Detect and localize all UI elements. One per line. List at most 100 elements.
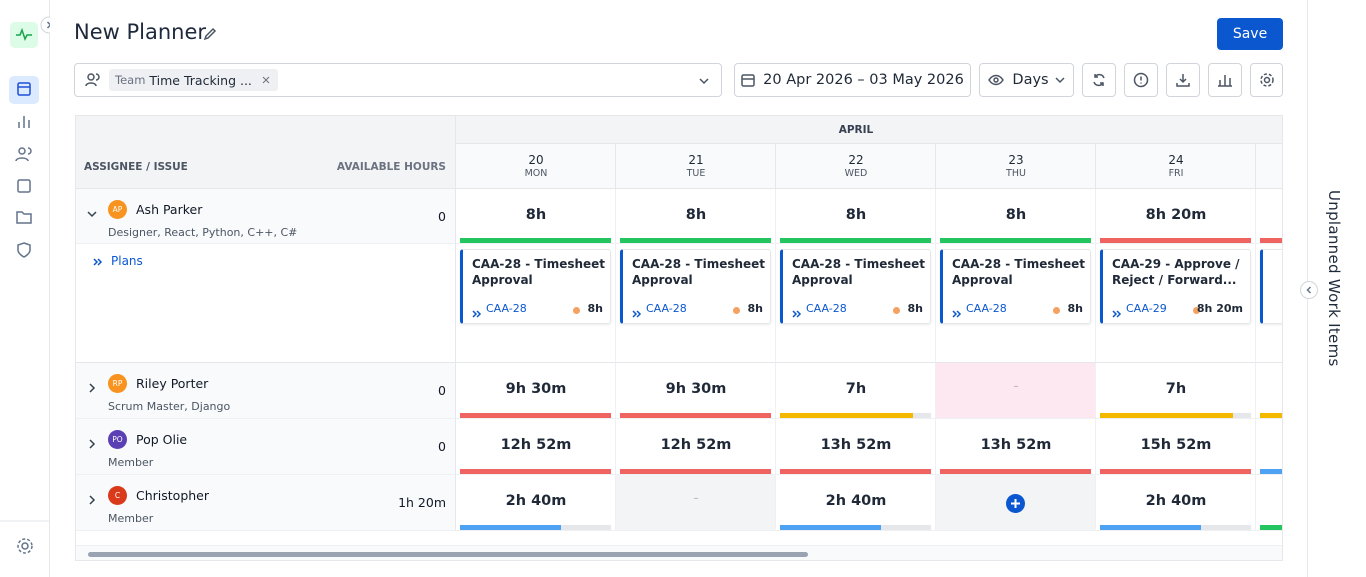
chart-button[interactable] [1208, 63, 1242, 97]
team-filter[interactable]: Team Time Tracking ... [74, 63, 722, 97]
expand-toggle[interactable] [86, 205, 98, 218]
cell-hours: 13h 52m [980, 437, 1052, 453]
save-button[interactable]: Save [1217, 18, 1283, 50]
cell-hours: 12h 52m [660, 437, 732, 453]
load-bar [780, 413, 913, 418]
cell-hours: 8h 20m [1145, 207, 1207, 223]
assignee-role: Scrum Master, Django [108, 400, 231, 413]
date-range[interactable]: 20 Apr 2026 – 03 May 2026 [734, 63, 971, 97]
edit-icon[interactable] [203, 27, 217, 41]
scrollbar-thumb[interactable] [88, 552, 808, 557]
load-bar [780, 469, 931, 474]
sidebar [0, 0, 50, 577]
day-date: 23 [1008, 153, 1024, 167]
load-bar [460, 413, 611, 418]
plan-card[interactable]: CAA-28 - Timesheet Approval Workflow... C… [620, 249, 771, 324]
card-key-icon [472, 304, 482, 323]
download-button[interactable] [1166, 63, 1200, 97]
view-select[interactable]: Days [979, 63, 1074, 97]
card-dot [1193, 307, 1200, 314]
day-header [776, 144, 936, 189]
plan-card[interactable]: CAA-29 - Approve / Reject / Forward... CA… [1100, 249, 1251, 324]
day-header [456, 144, 616, 189]
day-date: 22 [848, 153, 864, 167]
date-range-text: 20 Apr 2026 – 03 May 2026 [763, 72, 964, 88]
day-header [1096, 144, 1256, 189]
plans-label[interactable]: Plans [111, 254, 143, 268]
view-text: Days [1012, 72, 1049, 88]
info-button[interactable] [1124, 63, 1158, 97]
assignee-name: Christopher [136, 488, 210, 503]
cell-hours: – [693, 493, 699, 504]
avatar: PO [108, 430, 127, 449]
card-title: CAA-28 - Timesheet Approval Workflow... [632, 257, 766, 287]
plan-card[interactable] [1260, 249, 1282, 324]
avatar: AP [108, 200, 127, 219]
day-weekday: MON [524, 168, 548, 179]
avatar: C [108, 486, 127, 505]
day-weekday: FRI [1168, 168, 1184, 179]
load-bar [1260, 469, 1282, 474]
card-title: CAA-29 - Approve / Reject / Forward... [1112, 257, 1240, 287]
add-button[interactable] [1006, 494, 1025, 513]
day-cell [616, 475, 776, 531]
dropdown-caret [699, 78, 709, 85]
plan-card[interactable]: CAA-28 - Timesheet Approval Workflow... C… [460, 249, 611, 324]
card-key-icon [632, 304, 642, 323]
planner-grid: APRIL ASSIGNEE / ISSUE AVAILABLE HOURS 20 MO… [75, 115, 1283, 561]
card-dot [893, 307, 900, 314]
download-icon [1176, 74, 1190, 87]
load-bar [620, 469, 771, 474]
cell-hours: 13h 52m [820, 437, 892, 453]
assignee-name: Ash Parker [136, 202, 203, 217]
day-cell [936, 189, 1096, 244]
day-cell [1256, 419, 1282, 475]
card-dot [1053, 307, 1060, 314]
card-hours: 8h [1067, 302, 1084, 315]
card-key-icon [792, 304, 802, 323]
cell-hours: 2h 40m [1145, 493, 1207, 509]
plans-chevron [93, 256, 103, 270]
day-cell [1096, 419, 1256, 475]
load-bar [1100, 525, 1202, 530]
cell-hours: 7h [1165, 381, 1187, 397]
load-bar [1260, 238, 1282, 243]
day-header [616, 144, 776, 189]
expand-toggle[interactable] [86, 435, 98, 449]
expand-toggle[interactable] [86, 379, 98, 393]
day-header [1256, 144, 1282, 189]
settings-button[interactable] [1250, 63, 1283, 97]
load-bar [940, 469, 1091, 474]
assignee-cell [76, 189, 456, 244]
day-cell [1256, 189, 1282, 244]
load-bar [1260, 525, 1282, 530]
day-cell [1256, 475, 1282, 531]
plan-card[interactable]: CAA-28 - Timesheet Approval Workflow... C… [780, 249, 931, 324]
panel-toggle[interactable] [1299, 280, 1319, 300]
assignee-cell [76, 475, 456, 531]
expand-toggle[interactable] [86, 491, 98, 505]
chip-label: Team [115, 73, 146, 87]
card-key: CAA-28 [646, 302, 687, 315]
chip-remove[interactable] [262, 76, 270, 84]
day-cell [456, 475, 616, 531]
day-cell [776, 475, 936, 531]
day-cell [776, 363, 936, 419]
side-panel-title[interactable]: Unplanned Work Items [1325, 190, 1343, 367]
card-key: CAA-28 [486, 302, 527, 315]
plans-day-cell [936, 244, 1096, 363]
day-cell [456, 419, 616, 475]
load-bar [780, 525, 882, 530]
assignee-name: Riley Porter [136, 376, 209, 391]
settings-icon [1259, 73, 1274, 87]
available-hours: 0 [438, 439, 446, 454]
header-left [76, 116, 456, 189]
plan-card[interactable]: CAA-28 - Timesheet Approval Workflow... C… [940, 249, 1091, 324]
day-date: 20 [528, 153, 544, 167]
day-cell [456, 363, 616, 419]
card-hours: 8h [587, 302, 604, 315]
cell-hours: 2h 40m [825, 493, 887, 509]
refresh-button[interactable] [1082, 63, 1116, 97]
filter-chip: Team Time Tracking ... [109, 69, 278, 91]
cell-hours: 9h 30m [505, 381, 567, 397]
